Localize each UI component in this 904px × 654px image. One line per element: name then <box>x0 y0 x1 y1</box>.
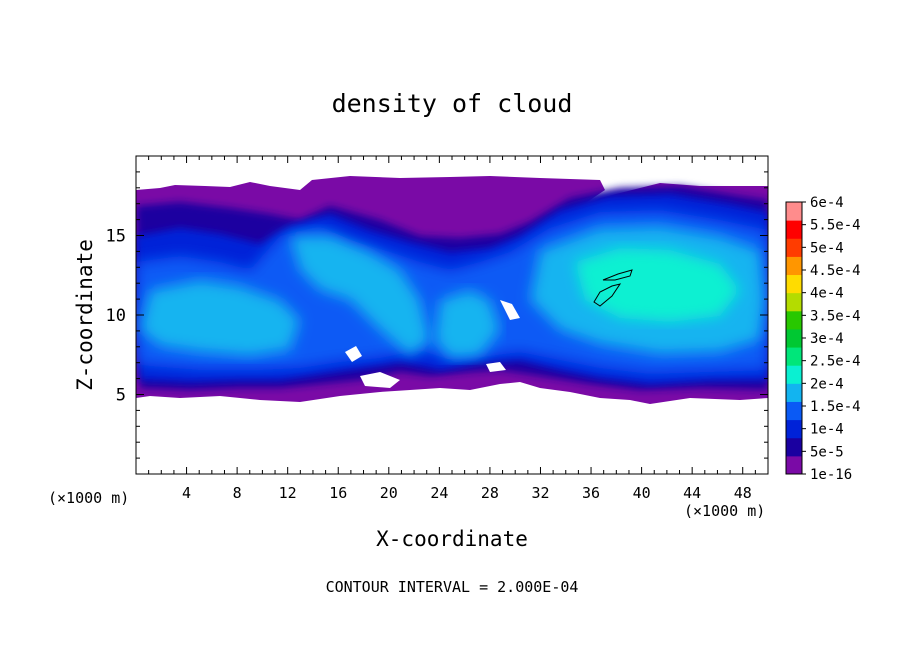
x-tick-label: 8 <box>233 484 242 502</box>
colorbar-swatch <box>786 347 802 366</box>
x-tick-label: 4 <box>182 484 191 502</box>
colorbar-swatch <box>786 437 802 457</box>
colorbar-swatch <box>786 274 802 294</box>
x-tick-label: 40 <box>633 484 651 502</box>
colorbar-label: 4e-4 <box>810 286 844 302</box>
colorbar-label: 1e-16 <box>810 467 852 483</box>
colorbar-swatch <box>786 310 802 330</box>
x-tick-label: 48 <box>734 484 752 502</box>
cloud-core-west <box>140 280 300 356</box>
x-tick-label: 32 <box>531 484 549 502</box>
y-tick-label: 15 <box>106 227 126 247</box>
x-unit-label-right: (×1000 m) <box>684 502 765 520</box>
chart-title: density of cloud <box>332 89 573 118</box>
y-tick-label: 5 <box>116 386 126 406</box>
x-axis-ticks: 4 8 12 16 20 24 28 32 36 40 44 48 <box>148 156 756 502</box>
cloud-core-max <box>575 248 740 322</box>
colorbar-label: 1e-4 <box>810 422 844 438</box>
clear-gap-4 <box>486 362 506 372</box>
colorbar: 1e-16 5e-5 1e-4 1.5e-4 2e-4 2.5e-4 3e-4 3.5e-4 4… <box>785 195 861 483</box>
x-axis-label: X-coordinate <box>376 527 528 551</box>
colorbar-label: 5e-4 <box>810 240 844 256</box>
colorbar-swatch <box>786 401 802 421</box>
x-tick-label: 24 <box>430 484 448 502</box>
colorbar-swatch <box>786 365 802 384</box>
y-axis-label: Z-coordinate <box>73 239 97 391</box>
x-tick-label: 36 <box>582 484 600 502</box>
max-contour-1 <box>602 269 633 281</box>
colorbar-swatch <box>786 238 802 257</box>
colorbar-swatch <box>786 328 802 348</box>
colorbar-label: 5e-5 <box>810 444 844 460</box>
x-tick-label: 16 <box>329 484 347 502</box>
max-contour-2 <box>593 283 622 307</box>
colorbar-label: 6e-4 <box>810 195 844 211</box>
density-field <box>136 176 768 404</box>
x-tick-label: 44 <box>683 484 701 502</box>
colorbar-label: 3e-4 <box>810 331 844 347</box>
clear-gap-1 <box>345 346 362 362</box>
colorbar-swatch <box>786 455 802 475</box>
colorbar-label: 2.5e-4 <box>810 354 861 370</box>
clear-gap-3 <box>500 300 520 320</box>
colorbar-swatch <box>786 292 802 312</box>
cloud-core-mid <box>435 290 500 358</box>
colorbar-swatch <box>786 220 802 239</box>
colorbar-swatch <box>786 256 802 276</box>
colorbar-swatch <box>786 419 802 439</box>
x-tick-label: 20 <box>380 484 398 502</box>
colorbar-swatch <box>786 383 802 402</box>
clear-gap-2 <box>360 372 400 388</box>
colorbar-label: 3.5e-4 <box>810 308 861 324</box>
y-tick-label: 10 <box>106 306 126 326</box>
cloud-core-central <box>290 236 430 356</box>
x-unit-label-left: (×1000 m) <box>48 489 129 507</box>
colorbar-label: 2e-4 <box>810 376 844 392</box>
colorbar-label: 4.5e-4 <box>810 263 861 279</box>
colorbar-label: 1.5e-4 <box>810 399 861 415</box>
contour-interval-note: CONTOUR INTERVAL = 2.000E-04 <box>326 578 579 596</box>
colorbar-swatch <box>786 202 802 221</box>
colorbar-label: 5.5e-4 <box>810 218 861 234</box>
y-axis-ticks: 5 10 15 <box>106 171 768 459</box>
x-tick-label: 28 <box>481 484 499 502</box>
x-tick-label: 12 <box>279 484 297 502</box>
